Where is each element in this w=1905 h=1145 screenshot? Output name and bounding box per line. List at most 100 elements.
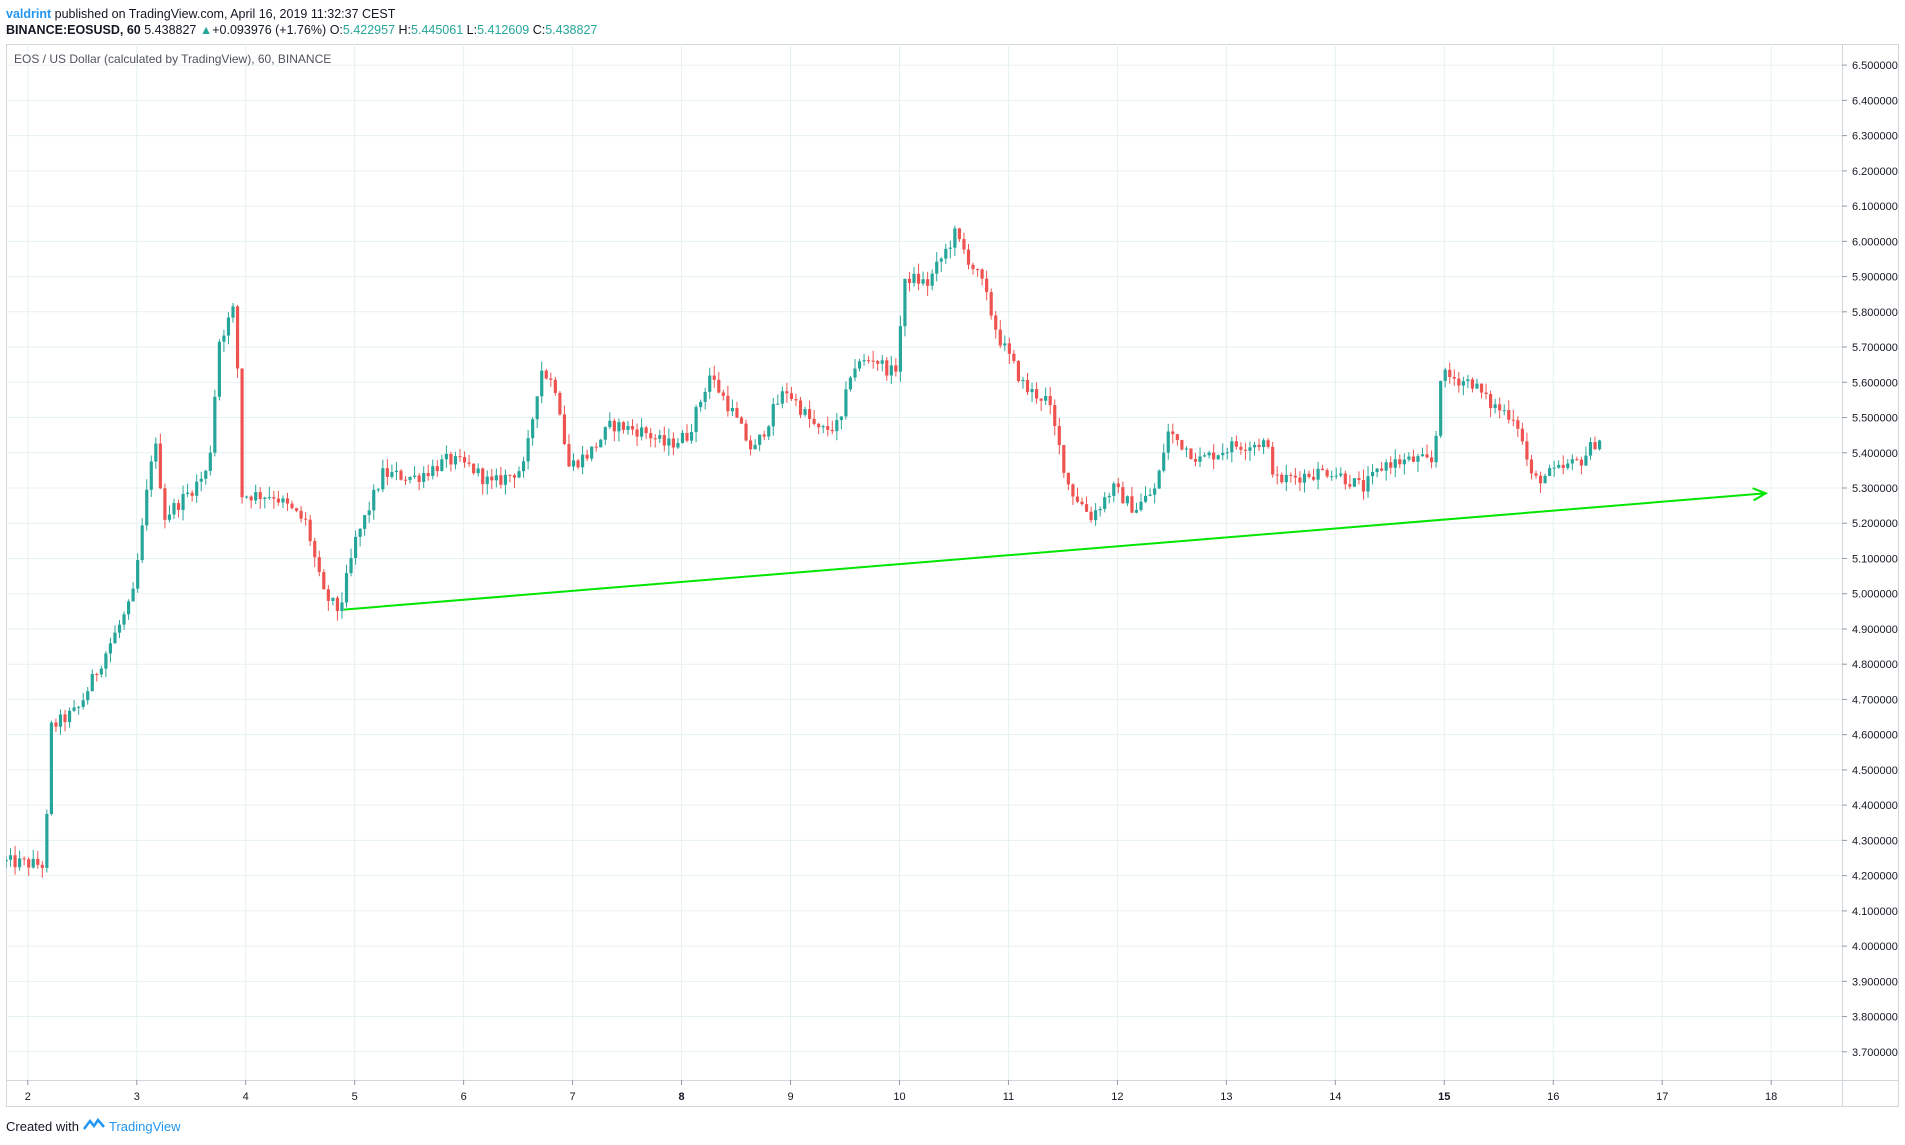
candle-body (1330, 476, 1334, 478)
candle-body (290, 503, 294, 509)
annotations-group (343, 487, 1769, 611)
candle-body (408, 476, 412, 480)
candle-body (1334, 475, 1338, 477)
candle-body (349, 558, 353, 574)
candle-body (1271, 446, 1275, 475)
time-axis[interactable]: 2 3 4 5 6 7 8 9 10 11 12 13 14 15 16 17 18 (25, 1080, 1778, 1103)
candle-body (735, 408, 739, 418)
candle-body (780, 391, 784, 404)
candle-body (767, 426, 771, 437)
candle-body (1466, 379, 1470, 382)
candle-body (503, 474, 507, 485)
tradingview-brand[interactable]: TradingView (108, 1118, 181, 1134)
candle-body (962, 238, 966, 250)
candle-body (994, 315, 998, 330)
candle-body (635, 429, 639, 437)
candle-body (1207, 452, 1211, 456)
candle-body (1538, 475, 1543, 484)
change-arrow-icon: ▲ (199, 23, 213, 37)
candle-body (1280, 474, 1284, 483)
candle-body (54, 722, 58, 727)
candle-body (667, 438, 671, 446)
candle-body (95, 673, 99, 675)
candle-body (440, 459, 444, 472)
candlestick-chart[interactable]: 6.500000 6.400000 6.300000 6.200000 6.100000… (4, 44, 1899, 1107)
candle-body (553, 379, 557, 393)
candle-body (1175, 434, 1179, 440)
candle-body (263, 497, 267, 500)
candle-body (1584, 455, 1588, 466)
candle-body (653, 438, 657, 440)
candle-body (1352, 478, 1356, 487)
candle-body (599, 439, 603, 448)
candle-body (45, 814, 49, 868)
candle-body (1225, 452, 1229, 454)
price-tick-label: 6.500000 (1852, 60, 1898, 72)
candle-body (422, 473, 426, 482)
candle-body (608, 420, 612, 428)
candle-body (8, 855, 13, 860)
candle-body (526, 438, 530, 462)
candle-body (789, 393, 794, 400)
price-tick-label: 6.100000 (1852, 201, 1898, 213)
candle-body (1461, 381, 1465, 386)
candle-body (145, 489, 149, 526)
candle-body (485, 476, 489, 485)
candle-body (549, 378, 553, 380)
candle-body (753, 444, 757, 450)
candle-body (1311, 476, 1316, 480)
candle-body (862, 360, 866, 362)
author-name[interactable]: valdrint (6, 7, 52, 21)
candle-body (1094, 510, 1098, 521)
candle-body (490, 476, 494, 481)
candle-body (181, 493, 185, 510)
candle-body (472, 463, 476, 474)
candle-body (1425, 454, 1429, 458)
candle-body (776, 403, 780, 405)
candle-body (1370, 471, 1375, 477)
candle-body (975, 269, 980, 271)
footer: Created with TradingView (6, 1117, 181, 1136)
candle-body (158, 443, 162, 489)
candle-body (1307, 473, 1311, 477)
candle-body (299, 510, 303, 519)
candle-body (340, 602, 344, 612)
candle-body (703, 391, 707, 402)
candle-body (77, 706, 81, 708)
candle-body (1452, 377, 1456, 379)
price-tick-label: 4.300000 (1852, 835, 1898, 847)
candle-body (1393, 459, 1397, 468)
candle-body (1407, 456, 1411, 460)
time-tick-label: 13 (1220, 1091, 1232, 1103)
candle-body (167, 514, 172, 520)
change-value: +0.093976 (+1.76%) (212, 23, 327, 37)
candle-body (1507, 410, 1511, 420)
candle-body (1366, 476, 1370, 492)
candle-body (1389, 462, 1393, 468)
candle-body (67, 710, 72, 723)
candle-body (1016, 361, 1021, 382)
price-tick-label: 4.100000 (1852, 906, 1898, 918)
candle-body (1025, 379, 1030, 393)
low-label: L: (466, 23, 478, 37)
candle-body (1575, 459, 1579, 461)
time-tick-label: 8 (678, 1091, 684, 1103)
candle-body (1520, 428, 1524, 442)
candle-body (1375, 468, 1379, 472)
last-price: 5.438827 (144, 23, 197, 37)
candle-body (1361, 479, 1366, 492)
chart-frame[interactable]: 6.500000 6.400000 6.300000 6.200000 6.100000… (4, 44, 1899, 1107)
chart-border (6, 44, 1899, 1107)
candle-body (1248, 447, 1252, 451)
candle-body (136, 560, 140, 589)
support-trendline[interactable] (343, 492, 1766, 611)
candle-body (304, 518, 308, 520)
candle-body (1012, 353, 1016, 362)
candle-body (40, 864, 44, 868)
price-axis[interactable]: 6.500000 6.400000 6.300000 6.200000 6.100000… (1842, 60, 1898, 1059)
candle-body (1071, 484, 1075, 497)
price-tick-label: 5.700000 (1852, 342, 1898, 354)
candle-body (217, 341, 221, 397)
candle-body (531, 419, 535, 439)
candle-body (594, 446, 598, 448)
